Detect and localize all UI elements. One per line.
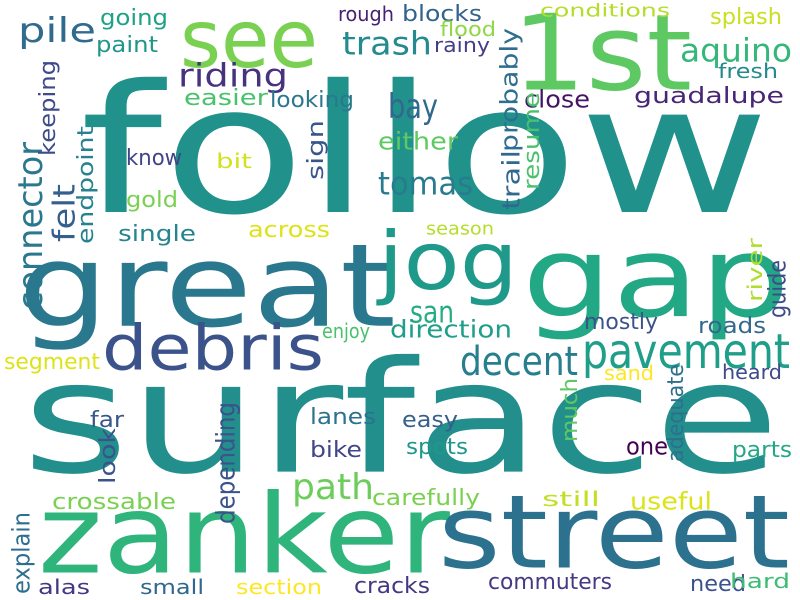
word-conditions: conditions	[540, 0, 670, 22]
word-lanes: lanes	[310, 404, 376, 430]
word-easy: easy	[402, 407, 458, 433]
word-heard: heard	[722, 360, 782, 385]
word-going: going	[100, 5, 168, 31]
word-segment: segment	[4, 349, 100, 375]
word-1st: 1st	[512, 0, 692, 115]
word-much: much	[557, 378, 583, 442]
word-probably: probably	[495, 27, 524, 152]
word-flood: flood	[440, 17, 496, 42]
word-bit: bit	[216, 149, 252, 174]
word-looking: looking	[270, 87, 354, 113]
word-crossable: crossable	[52, 489, 176, 515]
word-adequate: adequate	[663, 364, 689, 462]
word-sand: sand	[604, 361, 654, 386]
word-see: see	[180, 0, 318, 87]
word-jog: jog	[378, 215, 518, 309]
word-carefully: carefully	[372, 485, 480, 511]
word-spots: spots	[406, 434, 468, 460]
word-follow: follow	[80, 46, 770, 255]
word-small: small	[140, 575, 204, 600]
word-san: san	[410, 295, 454, 331]
word-single: single	[118, 221, 196, 247]
word-splash: splash	[710, 4, 782, 30]
word-alas: alas	[38, 575, 90, 600]
word-blocks: blocks	[402, 1, 482, 27]
word-bay: bay	[388, 87, 438, 127]
word-zanker: zanker	[38, 470, 450, 599]
word-resume: resume	[519, 92, 545, 190]
word-know: know	[126, 145, 182, 171]
word-gap: gap	[522, 212, 790, 344]
word-useful: useful	[630, 487, 712, 516]
word-bike: bike	[310, 437, 362, 463]
word-keeping: keeping	[35, 60, 61, 156]
word-section: section	[236, 575, 322, 600]
word-roads: roads	[698, 313, 766, 339]
word-gold: gold	[126, 187, 178, 213]
word-enjoy: enjoy	[322, 319, 370, 344]
word-rainy: rainy	[434, 33, 490, 58]
word-rough: rough	[338, 2, 394, 27]
word-far: far	[90, 407, 124, 433]
word-pavement: pavement	[582, 323, 790, 380]
word-direction: direction	[390, 315, 512, 344]
word-guadalupe: guadalupe	[634, 83, 784, 109]
word-surface: surface	[22, 328, 780, 509]
word-riding: riding	[178, 56, 288, 94]
word-hard: hard	[730, 569, 790, 594]
word-need: need	[690, 571, 746, 597]
word-explain: explain	[7, 512, 36, 594]
word-sign: sign	[303, 120, 329, 180]
word-close: close	[524, 85, 590, 114]
word-trash: trash	[342, 24, 432, 62]
word-pile: pile	[18, 11, 96, 51]
word-commuters: commuters	[488, 569, 612, 595]
word-still: still	[542, 487, 600, 512]
word-street: street	[438, 473, 790, 593]
word-easier: easier	[184, 85, 268, 111]
word-one: one	[626, 432, 668, 461]
word-path: path	[292, 466, 374, 509]
word-endpoint: endpoint	[73, 126, 99, 244]
word-connector: connector	[11, 142, 51, 310]
word-decent: decent	[460, 338, 578, 386]
word-guide: guide	[763, 260, 792, 318]
word-cracks: cracks	[354, 573, 430, 599]
word-paint: paint	[96, 32, 158, 58]
word-great: great	[18, 219, 396, 354]
word-across: across	[248, 217, 330, 243]
word-depending: depending	[211, 402, 242, 524]
word-parts: parts	[732, 437, 792, 463]
word-either: either	[378, 127, 458, 156]
word-season: season	[426, 218, 494, 240]
word-tomas: tomas	[378, 164, 473, 202]
word-fresh: fresh	[718, 59, 778, 84]
word-aquino: aquino	[680, 31, 792, 69]
word-debris: debris	[102, 312, 324, 385]
word-look: look	[95, 428, 121, 484]
word-mostly: mostly	[584, 309, 658, 335]
